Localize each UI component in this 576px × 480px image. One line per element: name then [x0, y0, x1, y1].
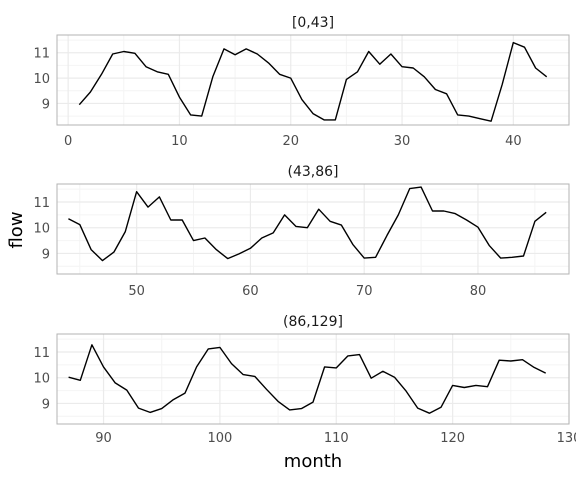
y-tick-label: 11 — [33, 346, 50, 361]
x-tick-label: 90 — [95, 431, 112, 446]
x-tick-label: 50 — [128, 284, 145, 299]
panel-frame — [56, 34, 570, 126]
y-tick-label: 10 — [33, 372, 50, 387]
y-tick-label: 11 — [33, 196, 50, 211]
y-axis-title: flow — [6, 211, 27, 248]
y-tick-label: 10 — [33, 222, 50, 237]
x-tick-label: 100 — [207, 431, 232, 446]
panel-2: (43,86] 50 60 70 80 9 10 11 — [33, 164, 570, 299]
x-axis-title: month — [284, 451, 342, 472]
panel-1-strip-label: [0,43] — [292, 15, 334, 31]
x-tick-label: 60 — [242, 284, 259, 299]
x-tick-label: 20 — [282, 134, 299, 149]
y-tick-label: 9 — [42, 97, 50, 112]
flow-series-line — [68, 186, 547, 262]
y-tick-label: 11 — [33, 47, 50, 62]
x-tick-label: 70 — [356, 284, 373, 299]
x-tick-label: 130 — [557, 431, 576, 446]
panel-1: [0,43] 0 10 20 30 40 9 10 11 — [33, 15, 570, 149]
panel-2-strip-label: (43,86] — [287, 164, 338, 180]
x-tick-label: 0 — [64, 134, 72, 149]
x-tick-label: 80 — [470, 284, 487, 299]
y-tick-label: 9 — [42, 247, 50, 262]
x-tick-label: 40 — [505, 134, 522, 149]
flow-series-line — [68, 344, 547, 414]
x-tick-label: 10 — [171, 134, 188, 149]
x-tick-label: 30 — [394, 134, 411, 149]
panel-3-strip-label: (86,129] — [283, 314, 343, 330]
panel-frame — [56, 333, 570, 425]
y-tick-label: 10 — [33, 72, 50, 87]
flow-series-line — [78, 41, 548, 122]
panel-3: (86,129] 90 100 110 120 130 9 10 11 — [33, 314, 576, 446]
panel-frame — [56, 183, 570, 275]
x-tick-label: 110 — [324, 431, 349, 446]
y-tick-label: 9 — [42, 397, 50, 412]
x-tick-label: 120 — [440, 431, 465, 446]
